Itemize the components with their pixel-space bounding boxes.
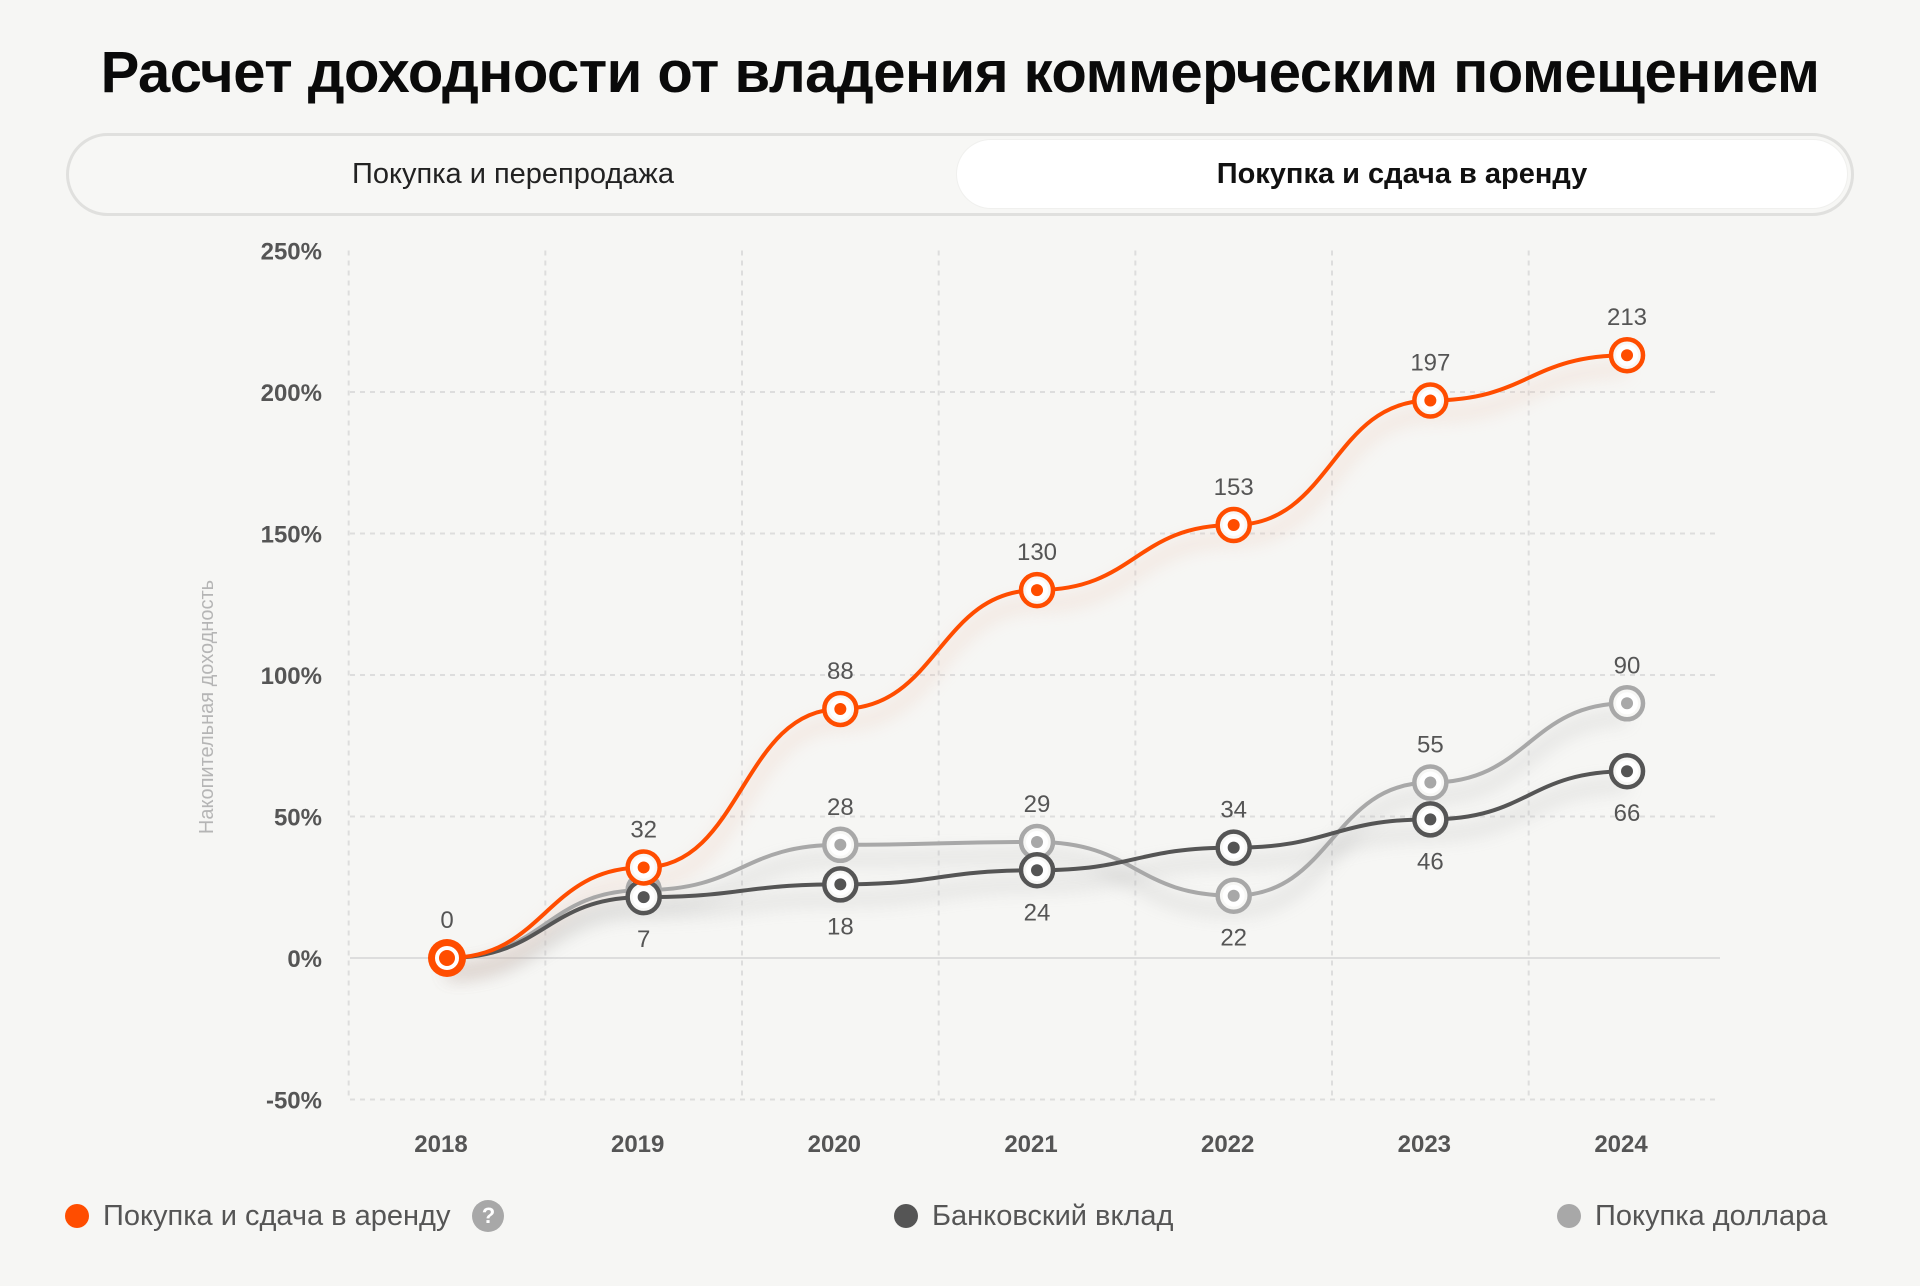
marker-dot (1621, 349, 1634, 362)
value-label-bank: 66 (1614, 800, 1641, 827)
legend-dot-rent (65, 1204, 89, 1228)
x-tick-label: 2020 (808, 1131, 861, 1158)
marker-dot (637, 861, 650, 874)
data-point-rent (1215, 506, 1252, 544)
x-tick-label: 2021 (1004, 1131, 1057, 1158)
data-point-rent (428, 939, 466, 977)
data-point-bank (1412, 801, 1449, 838)
value-label-bank: 46 (1417, 848, 1444, 875)
marker-dot (1424, 813, 1437, 826)
value-labels: 28 29 22 55 90 7 18 24 34 46 66 0 32 88 130 153 197 213 (440, 304, 1647, 953)
marker-dot (1227, 519, 1240, 532)
marker-dot (1227, 889, 1240, 902)
y-axis-title: Накопительная доходность (196, 580, 218, 834)
y-tick-label: 100% (261, 663, 322, 690)
x-tick-label: 2023 (1398, 1131, 1451, 1158)
data-point-rent (1608, 336, 1646, 374)
tab-rent[interactable]: Покупка и сдача в аренду (957, 140, 1847, 208)
marker-dot (1031, 835, 1044, 848)
value-label-rent: 32 (630, 816, 657, 843)
value-label-dollar: 29 (1024, 791, 1051, 818)
value-label-bank: 24 (1024, 899, 1051, 926)
marker-dot (1424, 776, 1437, 789)
legend-dot-bank (894, 1204, 918, 1228)
value-label-dollar: 55 (1417, 732, 1444, 759)
x-tick-label: 2022 (1201, 1131, 1254, 1158)
mode-tabs: Покупка и перепродажа Покупка и сдача в … (66, 133, 1854, 216)
start-marker-ring (435, 946, 459, 970)
data-point-rent (822, 690, 859, 728)
legend-item-rent: Покупка и сдача в аренду ? (65, 1196, 505, 1236)
data-point-dollar (1608, 685, 1646, 722)
marker-dot (1424, 394, 1437, 407)
marker-dot (637, 891, 650, 904)
value-label-rent: 213 (1607, 304, 1647, 331)
marker-dot (1031, 864, 1044, 877)
value-label-bank: 34 (1220, 797, 1247, 824)
data-point-bank (822, 866, 859, 903)
series-markers (428, 336, 1646, 977)
legend-dot-dollar (1557, 1204, 1581, 1228)
data-point-dollar (822, 826, 859, 864)
page-title: Расчет доходности от владения коммерческ… (100, 40, 1820, 105)
x-tick-label: 2024 (1594, 1131, 1648, 1158)
legend-label-bank: Банковский вклад (932, 1199, 1174, 1232)
value-label-rent: 0 (440, 907, 453, 934)
value-label-rent: 130 (1017, 539, 1057, 566)
value-label-dollar: 90 (1614, 652, 1641, 679)
question-icon[interactable]: ? (472, 1200, 505, 1232)
start-marker-dot (441, 952, 453, 964)
value-label-rent: 153 (1214, 474, 1254, 501)
data-point-dollar (1412, 764, 1449, 801)
x-axis-ticks: 2018 2019 2020 2021 2022 2023 2024 (414, 1131, 1648, 1158)
marker-dot (834, 838, 847, 851)
marker-dot (1621, 765, 1634, 778)
value-label-bank: 18 (827, 913, 854, 940)
value-label-dollar: 22 (1220, 925, 1247, 952)
legend-label-dollar: Покупка доллара (1595, 1199, 1828, 1232)
value-label-rent: 88 (827, 658, 854, 685)
data-point-bank (1608, 752, 1646, 790)
y-tick-label: 150% (261, 522, 322, 549)
value-label-dollar: 28 (827, 794, 854, 821)
y-tick-label: 0% (287, 946, 322, 973)
marker-dot (1031, 584, 1044, 597)
legend-item-dollar: Покупка доллара (1557, 1196, 1827, 1236)
data-point-rent (1412, 382, 1449, 419)
data-point-rent (625, 849, 662, 886)
data-point-dollar (1215, 877, 1252, 914)
y-tick-label: -50% (266, 1088, 322, 1115)
marker-dot (1621, 697, 1634, 710)
y-tick-label: 250% (261, 239, 322, 266)
marker-dot (1227, 841, 1240, 854)
data-point-rent (1018, 571, 1056, 609)
data-point-bank (1215, 829, 1252, 866)
marker-dot (834, 702, 847, 715)
legend-label-rent: Покупка и сдача в аренду (103, 1199, 451, 1232)
data-point-bank (625, 878, 662, 916)
data-point-bank (1018, 852, 1056, 889)
value-label-rent: 197 (1410, 349, 1450, 376)
tab-resale[interactable]: Покупка и перепродажа (352, 157, 674, 190)
value-label-bank: 7 (637, 926, 650, 953)
y-tick-label: 50% (274, 805, 322, 832)
y-tick-label: 200% (261, 380, 322, 407)
x-tick-label: 2018 (414, 1131, 467, 1158)
y-axis-ticks: 250% 200% 150% 100% 50% 0% -50% (261, 239, 322, 1115)
x-tick-label: 2019 (611, 1131, 664, 1158)
grid-lines (347, 250, 1720, 1101)
legend-item-bank: Банковский вклад (894, 1196, 1173, 1236)
marker-dot (834, 878, 847, 891)
